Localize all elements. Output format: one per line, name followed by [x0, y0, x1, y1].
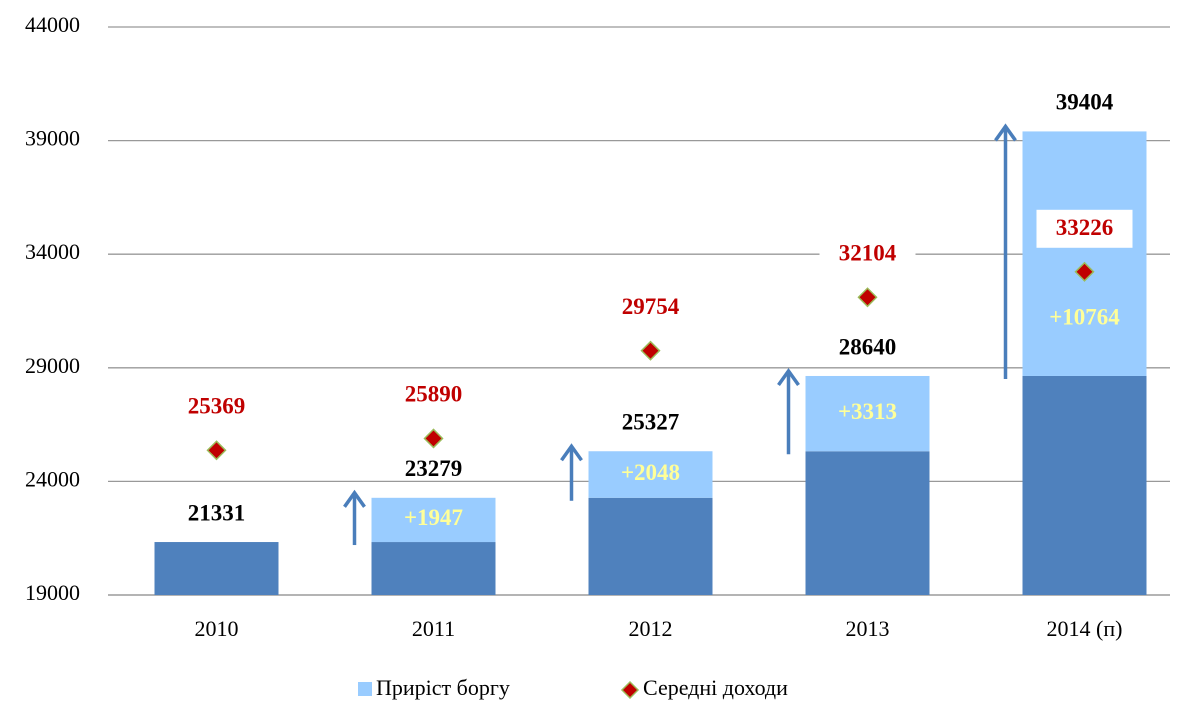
increment-label: +2048 [621, 460, 680, 485]
income-label: 32104 [839, 241, 897, 266]
income-label-bg [819, 235, 916, 274]
income-label-bg [385, 376, 482, 415]
arrow-head [777, 367, 800, 386]
y-tick-label: 34000 [25, 239, 80, 264]
bar-increment [1022, 131, 1147, 376]
bar-base [1022, 375, 1147, 595]
bar-base [154, 542, 279, 595]
total-label: 25327 [622, 410, 680, 435]
bar-increment [371, 497, 496, 543]
total-label: 39404 [1056, 90, 1114, 115]
income-marker [1074, 261, 1095, 282]
increment-label: +3313 [838, 399, 897, 424]
bar-base [588, 497, 713, 595]
income-label-bg [168, 388, 265, 427]
income-marker [640, 340, 661, 361]
bar-increment [805, 375, 930, 452]
y-tick-label: 19000 [25, 580, 80, 605]
income-label: 25369 [188, 394, 246, 419]
total-label: 28640 [839, 334, 897, 359]
increment-label: +1947 [404, 505, 463, 530]
legend-label: Середні доходи [643, 675, 788, 700]
increment-label: +10764 [1049, 305, 1120, 330]
arrow-head [994, 123, 1017, 142]
arrow-head [343, 489, 366, 508]
total-label: 23279 [405, 456, 463, 481]
total-label: 21331 [188, 500, 246, 525]
income-label-bg [602, 288, 699, 327]
arrow-head [560, 443, 583, 462]
income-label-bg [1036, 209, 1133, 248]
legend-label: Приріст боргу [376, 675, 510, 700]
x-tick-label: 2014 (п) [1047, 616, 1123, 641]
income-marker [857, 287, 878, 308]
y-tick-label: 24000 [25, 466, 80, 491]
legend-swatch [358, 682, 372, 696]
bar-base [805, 451, 930, 595]
x-tick-label: 2010 [195, 616, 239, 641]
y-tick-label: 39000 [25, 126, 80, 151]
x-tick-label: 2011 [412, 616, 455, 641]
income-label: 25890 [405, 382, 463, 407]
x-tick-label: 2013 [846, 616, 890, 641]
income-marker [423, 428, 444, 449]
income-label: 33226 [1056, 215, 1114, 240]
bar-increment [588, 451, 713, 498]
income-marker [206, 440, 227, 461]
legend-swatch [620, 680, 640, 700]
y-tick-label: 44000 [25, 12, 80, 37]
x-tick-label: 2012 [629, 616, 673, 641]
income-label: 29754 [622, 294, 680, 319]
bar-base [371, 542, 496, 595]
y-tick-label: 29000 [25, 353, 80, 378]
